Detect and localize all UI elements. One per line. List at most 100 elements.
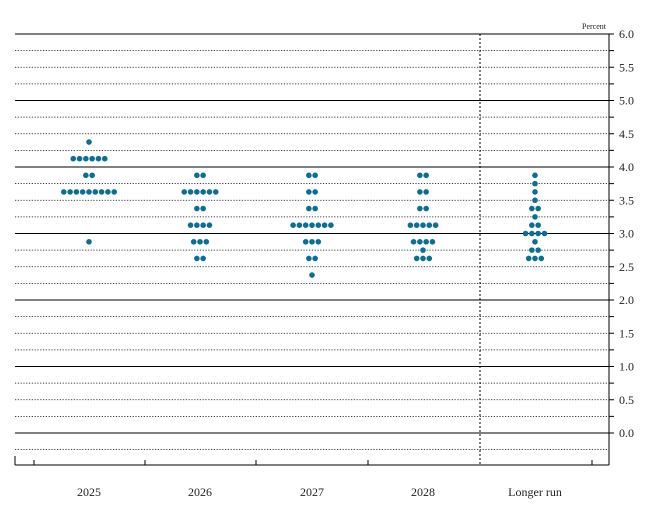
y-tick-label: 4.5: [619, 127, 634, 141]
participant-dot: [200, 172, 206, 179]
participant-dot: [181, 189, 188, 195]
participant-dot: [532, 214, 538, 220]
participant-dot: [312, 172, 318, 179]
participant-dot: [432, 222, 439, 228]
participant-dot: [423, 189, 429, 195]
participant-dot: [194, 205, 200, 212]
participant-dot: [417, 172, 423, 179]
x-category-label: 2026: [188, 485, 212, 499]
participant-dot: [535, 222, 541, 228]
participant-dot: [312, 205, 318, 212]
participant-dot: [86, 239, 92, 245]
participant-dot: [95, 155, 102, 162]
participant-dot: [309, 222, 315, 228]
participant-dot: [321, 222, 328, 228]
participant-dot: [423, 239, 429, 245]
axis-frame: [14, 34, 610, 466]
participant-dot: [200, 255, 206, 262]
participant-dot: [76, 155, 83, 162]
participant-dot: [194, 172, 200, 179]
participant-dot: [306, 205, 312, 212]
participant-dot: [532, 197, 538, 204]
participant-dot: [423, 172, 429, 179]
y-axis-tick-labels: 6.0 5.5 5.0 4.5 4.0 3.5 3.0 2.5 2.0 1.5 1.0 0.5 0.0: [619, 27, 634, 440]
participant-dot: [290, 222, 296, 228]
y-tick-label: 5.5: [619, 60, 634, 74]
participant-dot: [306, 255, 312, 262]
x-category-label: 2028: [411, 485, 435, 499]
x-category-label: 2027: [300, 485, 324, 499]
participant-dot: [315, 222, 322, 228]
participant-dot: [426, 222, 433, 228]
participant-dot: [413, 255, 420, 262]
participant-dot: [410, 239, 417, 245]
participant-dot: [187, 189, 194, 195]
participant-dot: [92, 189, 99, 195]
participant-dot: [535, 247, 541, 253]
y-tick-label: 4.0: [619, 160, 634, 174]
participant-dot: [200, 222, 206, 228]
participant-dot: [206, 189, 213, 195]
participant-dot: [190, 239, 197, 245]
participant-dot: [312, 189, 318, 195]
y-tick-label: 3.5: [619, 193, 634, 207]
participant-dot: [535, 205, 541, 212]
participant-dot: [61, 189, 67, 195]
participant-dot: [200, 205, 206, 212]
participant-dot: [302, 222, 309, 228]
participant-dot: [522, 230, 529, 237]
y-tick-label: 1.0: [619, 360, 634, 374]
x-axis-category-labels: 2025 2026 2027 2028 Longer run: [77, 485, 562, 499]
y-tick-label: 6.0: [619, 27, 634, 41]
participant-dot: [73, 189, 80, 195]
participant-dot: [429, 239, 436, 245]
participant-dot: [532, 180, 538, 187]
participant-dot: [423, 205, 429, 212]
participant-dot: [79, 189, 86, 195]
participant-dot: [525, 255, 532, 262]
participant-dot: [538, 255, 545, 262]
y-tick-label: 2.5: [619, 260, 634, 274]
participant-dot: [529, 247, 535, 253]
unit-label: Percent: [582, 22, 607, 31]
participant-dot: [86, 189, 92, 195]
participant-dot: [296, 222, 303, 228]
participant-dot: [529, 230, 535, 237]
y-tick-label: 5.0: [619, 94, 634, 108]
participant-dot: [197, 239, 203, 245]
participant-dot: [194, 189, 200, 195]
participant-dot: [532, 172, 538, 179]
participant-dot: [420, 222, 426, 228]
participant-dot: [417, 189, 423, 195]
x-category-label: 2025: [77, 485, 101, 499]
participant-dot: [309, 272, 315, 278]
participant-dot: [312, 255, 318, 262]
participant-dot: [532, 255, 538, 262]
participant-dot: [529, 205, 535, 212]
participant-dot: [417, 205, 423, 212]
y-tick-label: 2.0: [619, 293, 634, 307]
participant-dot: [328, 222, 334, 228]
participant-dot: [420, 247, 426, 253]
participant-dot: [101, 155, 108, 162]
participant-dot: [532, 189, 538, 195]
participant-dot: [529, 222, 535, 228]
y-tick-label: 1.5: [619, 326, 634, 340]
participant-dot: [535, 230, 541, 237]
participant-dot: [86, 139, 92, 145]
participant-dot: [309, 239, 315, 245]
participant-dot: [111, 189, 117, 195]
participant-dot: [89, 155, 95, 162]
participant-dot: [89, 172, 95, 179]
participant-dot: [306, 189, 312, 195]
participant-dot: [426, 255, 433, 262]
y-tick-label: 3.0: [619, 227, 634, 241]
participant-dot: [98, 189, 105, 195]
grid-lines: [15, 33, 614, 451]
dot-markers: [61, 139, 548, 278]
participant-dot: [67, 189, 73, 195]
participant-dot: [417, 239, 423, 245]
participant-dot: [194, 222, 200, 228]
participant-dot: [206, 222, 213, 228]
